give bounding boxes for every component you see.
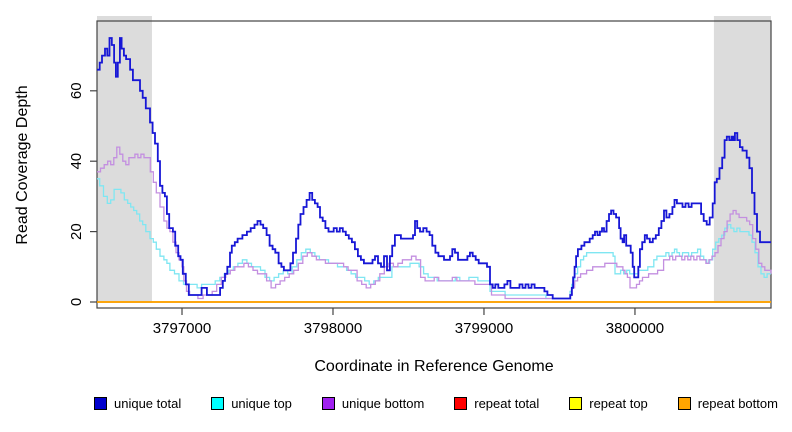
legend-swatch-icon <box>677 397 691 410</box>
legend-label: unique total <box>114 396 182 411</box>
x-tick-label: 3799000 <box>455 320 513 337</box>
coverage-plot: 3797000 3798000 3799000 3800000 0 20 40 60 <box>68 16 772 337</box>
legend-item-unique-bottom: unique bottom <box>321 396 425 411</box>
legend-label: repeat total <box>474 396 540 411</box>
legend-label: unique top <box>231 396 292 411</box>
y-tick-label: 40 <box>68 153 85 170</box>
series-unique-total <box>97 37 771 300</box>
legend-item-repeat-total: repeat total <box>454 396 539 411</box>
y-axis-title: Read Coverage Depth <box>14 85 31 245</box>
legend-label: unique bottom <box>341 396 425 411</box>
x-axis-title: Coordinate in Reference Genome <box>314 358 554 375</box>
x-tick-label: 3800000 <box>606 320 664 337</box>
y-tick-label: 0 <box>68 298 85 306</box>
legend-label: repeat bottom <box>697 396 778 411</box>
legend-swatch-icon <box>454 397 468 410</box>
legend-swatch-icon <box>94 397 107 410</box>
y-tick-label: 20 <box>68 223 85 240</box>
legend-label: repeat top <box>589 396 648 411</box>
legend-item-repeat-bottom: repeat bottom <box>677 396 778 411</box>
x-tick-label: 3797000 <box>153 320 211 337</box>
legend-swatch-icon <box>321 397 335 410</box>
series-unique-bottom <box>97 146 772 300</box>
legend-item-repeat-top: repeat top <box>569 396 648 411</box>
plot-border <box>96 20 772 309</box>
legend-swatch-icon <box>211 397 225 410</box>
legend-item-unique-top: unique top <box>211 396 292 411</box>
legend-item-unique-total: unique total <box>94 396 181 411</box>
y-tick-label: 60 <box>68 82 85 99</box>
x-tick-label: 3798000 <box>304 320 362 337</box>
repeat-region-band <box>97 16 152 303</box>
series-unique-top <box>97 178 771 300</box>
legend: unique total unique top unique bottom repea… <box>94 396 778 411</box>
legend-swatch-icon <box>569 397 583 410</box>
repeat-region-band <box>713 16 771 303</box>
